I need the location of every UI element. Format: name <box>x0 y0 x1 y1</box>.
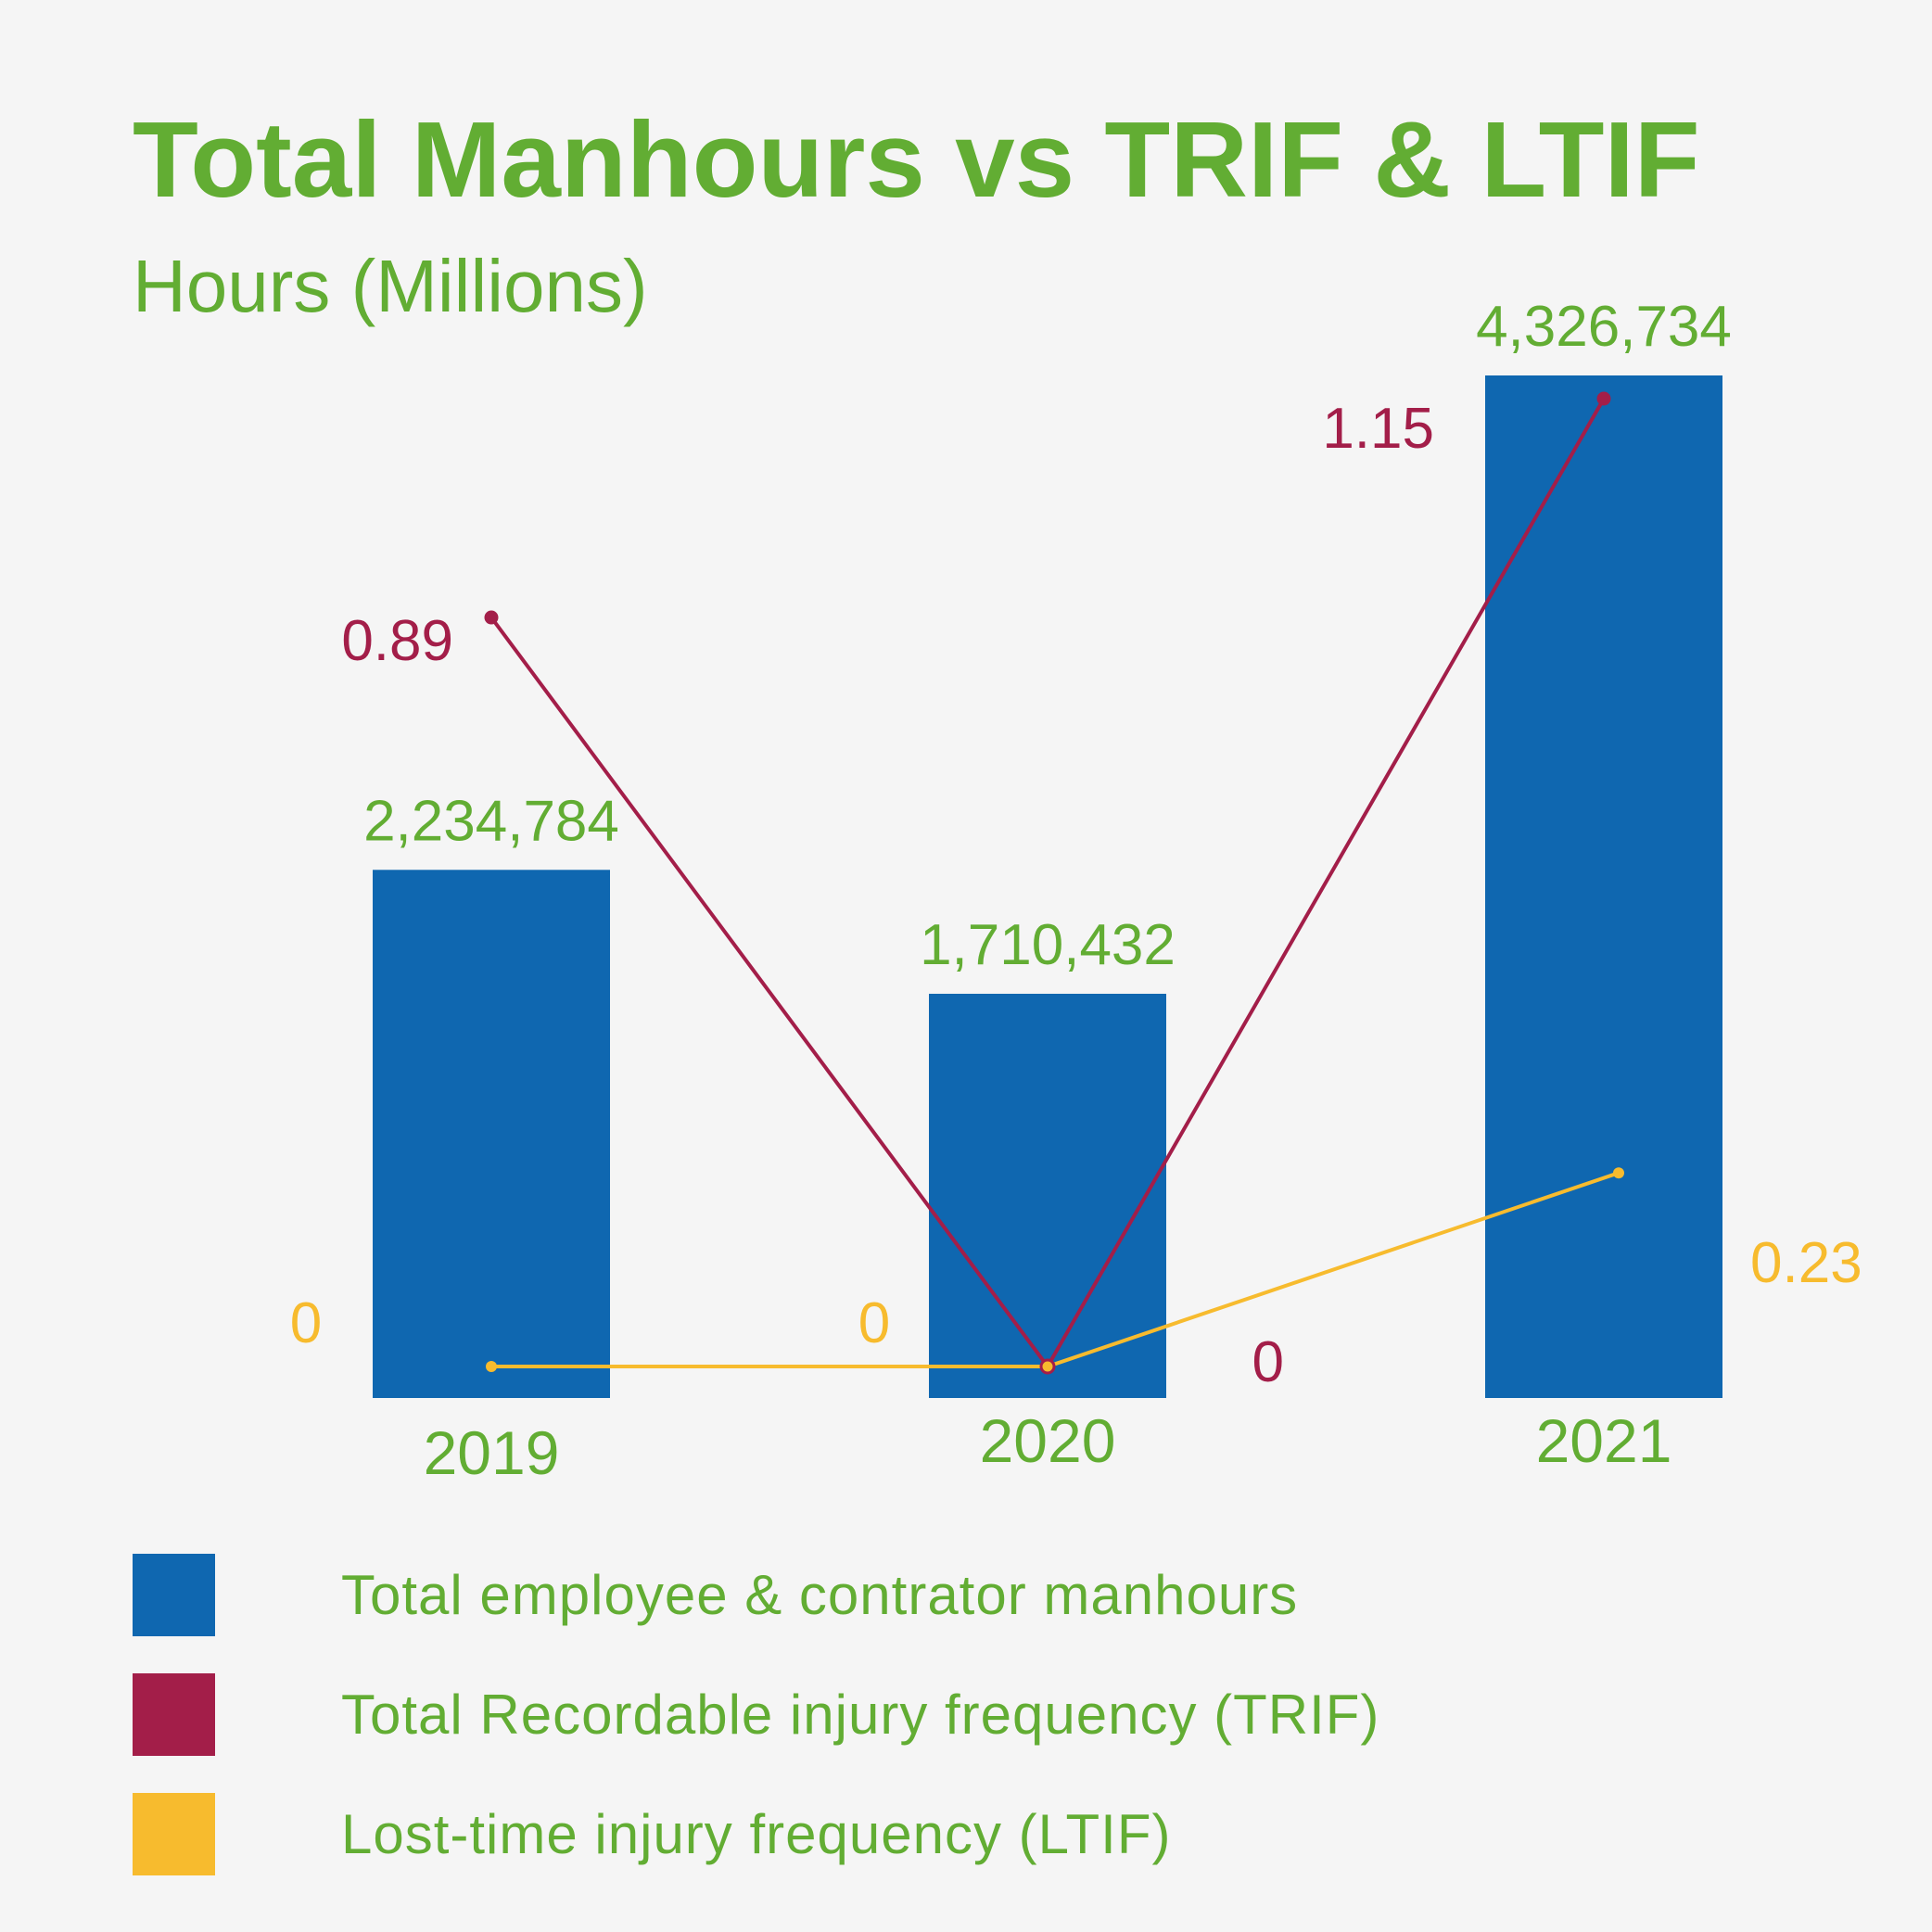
trif-point-2021 <box>1596 391 1611 406</box>
x-tick-labels: 2019 2020 2021 <box>424 1406 1672 1487</box>
ltif-point-2019 <box>486 1361 497 1372</box>
trif-point-2020 <box>1039 1358 1056 1375</box>
ltif-value-label-2021: 0.23 <box>1750 1231 1862 1295</box>
legend-label-ltif: Lost-time injury frequency (LTIF) <box>341 1802 1172 1865</box>
x-tick-label-2020: 2020 <box>980 1406 1116 1475</box>
bar-value-label-2019: 2,234,784 <box>363 789 619 853</box>
bar-2019 <box>373 870 610 1398</box>
legend-swatch-ltif <box>133 1792 215 1875</box>
trif-value-label-2020: 0 <box>1252 1330 1284 1394</box>
legend-swatch-manhours <box>133 1553 215 1636</box>
legend-item-manhours: Total employee & contrator manhours <box>133 1553 1379 1636</box>
legend-item-ltif: Lost-time injury frequency (LTIF) <box>133 1792 1379 1875</box>
bar-value-label-2021: 4,326,734 <box>1476 295 1732 359</box>
bar-value-label-2020: 1,710,432 <box>920 913 1176 977</box>
ltif-point-2021 <box>1613 1167 1624 1179</box>
chart-title: Total Manhours vs TRIF & LTIF <box>133 99 1700 220</box>
ltif-value-label-2019: 0 <box>290 1291 322 1355</box>
legend-item-trif: Total Recordable injury frequency (TRIF) <box>133 1672 1379 1756</box>
line-series <box>484 391 1624 1375</box>
legend-label-manhours: Total employee & contrator manhours <box>341 1563 1299 1626</box>
trif-value-label-2021: 1.15 <box>1322 397 1434 461</box>
trif-value-label-2019: 0.89 <box>341 609 453 673</box>
data-labels: 2,234,784 1,710,432 4,326,734 0.89 0 1.15 0 0 0.… <box>290 295 1862 1394</box>
bar-2021 <box>1485 375 1722 1398</box>
bar-2020 <box>929 993 1166 1398</box>
bar-series <box>373 375 1722 1398</box>
x-tick-label-2019: 2019 <box>424 1418 560 1487</box>
legend: Total employee & contrator manhours Tota… <box>133 1553 1379 1912</box>
x-tick-label-2021: 2021 <box>1536 1406 1672 1475</box>
legend-swatch-trif <box>133 1672 215 1756</box>
trif-point-2019 <box>484 610 499 625</box>
legend-label-trif: Total Recordable injury frequency (TRIF) <box>341 1683 1380 1746</box>
chart-subtitle: Hours (Millions) <box>133 245 648 327</box>
ltif-value-label-2020: 0 <box>858 1291 890 1355</box>
